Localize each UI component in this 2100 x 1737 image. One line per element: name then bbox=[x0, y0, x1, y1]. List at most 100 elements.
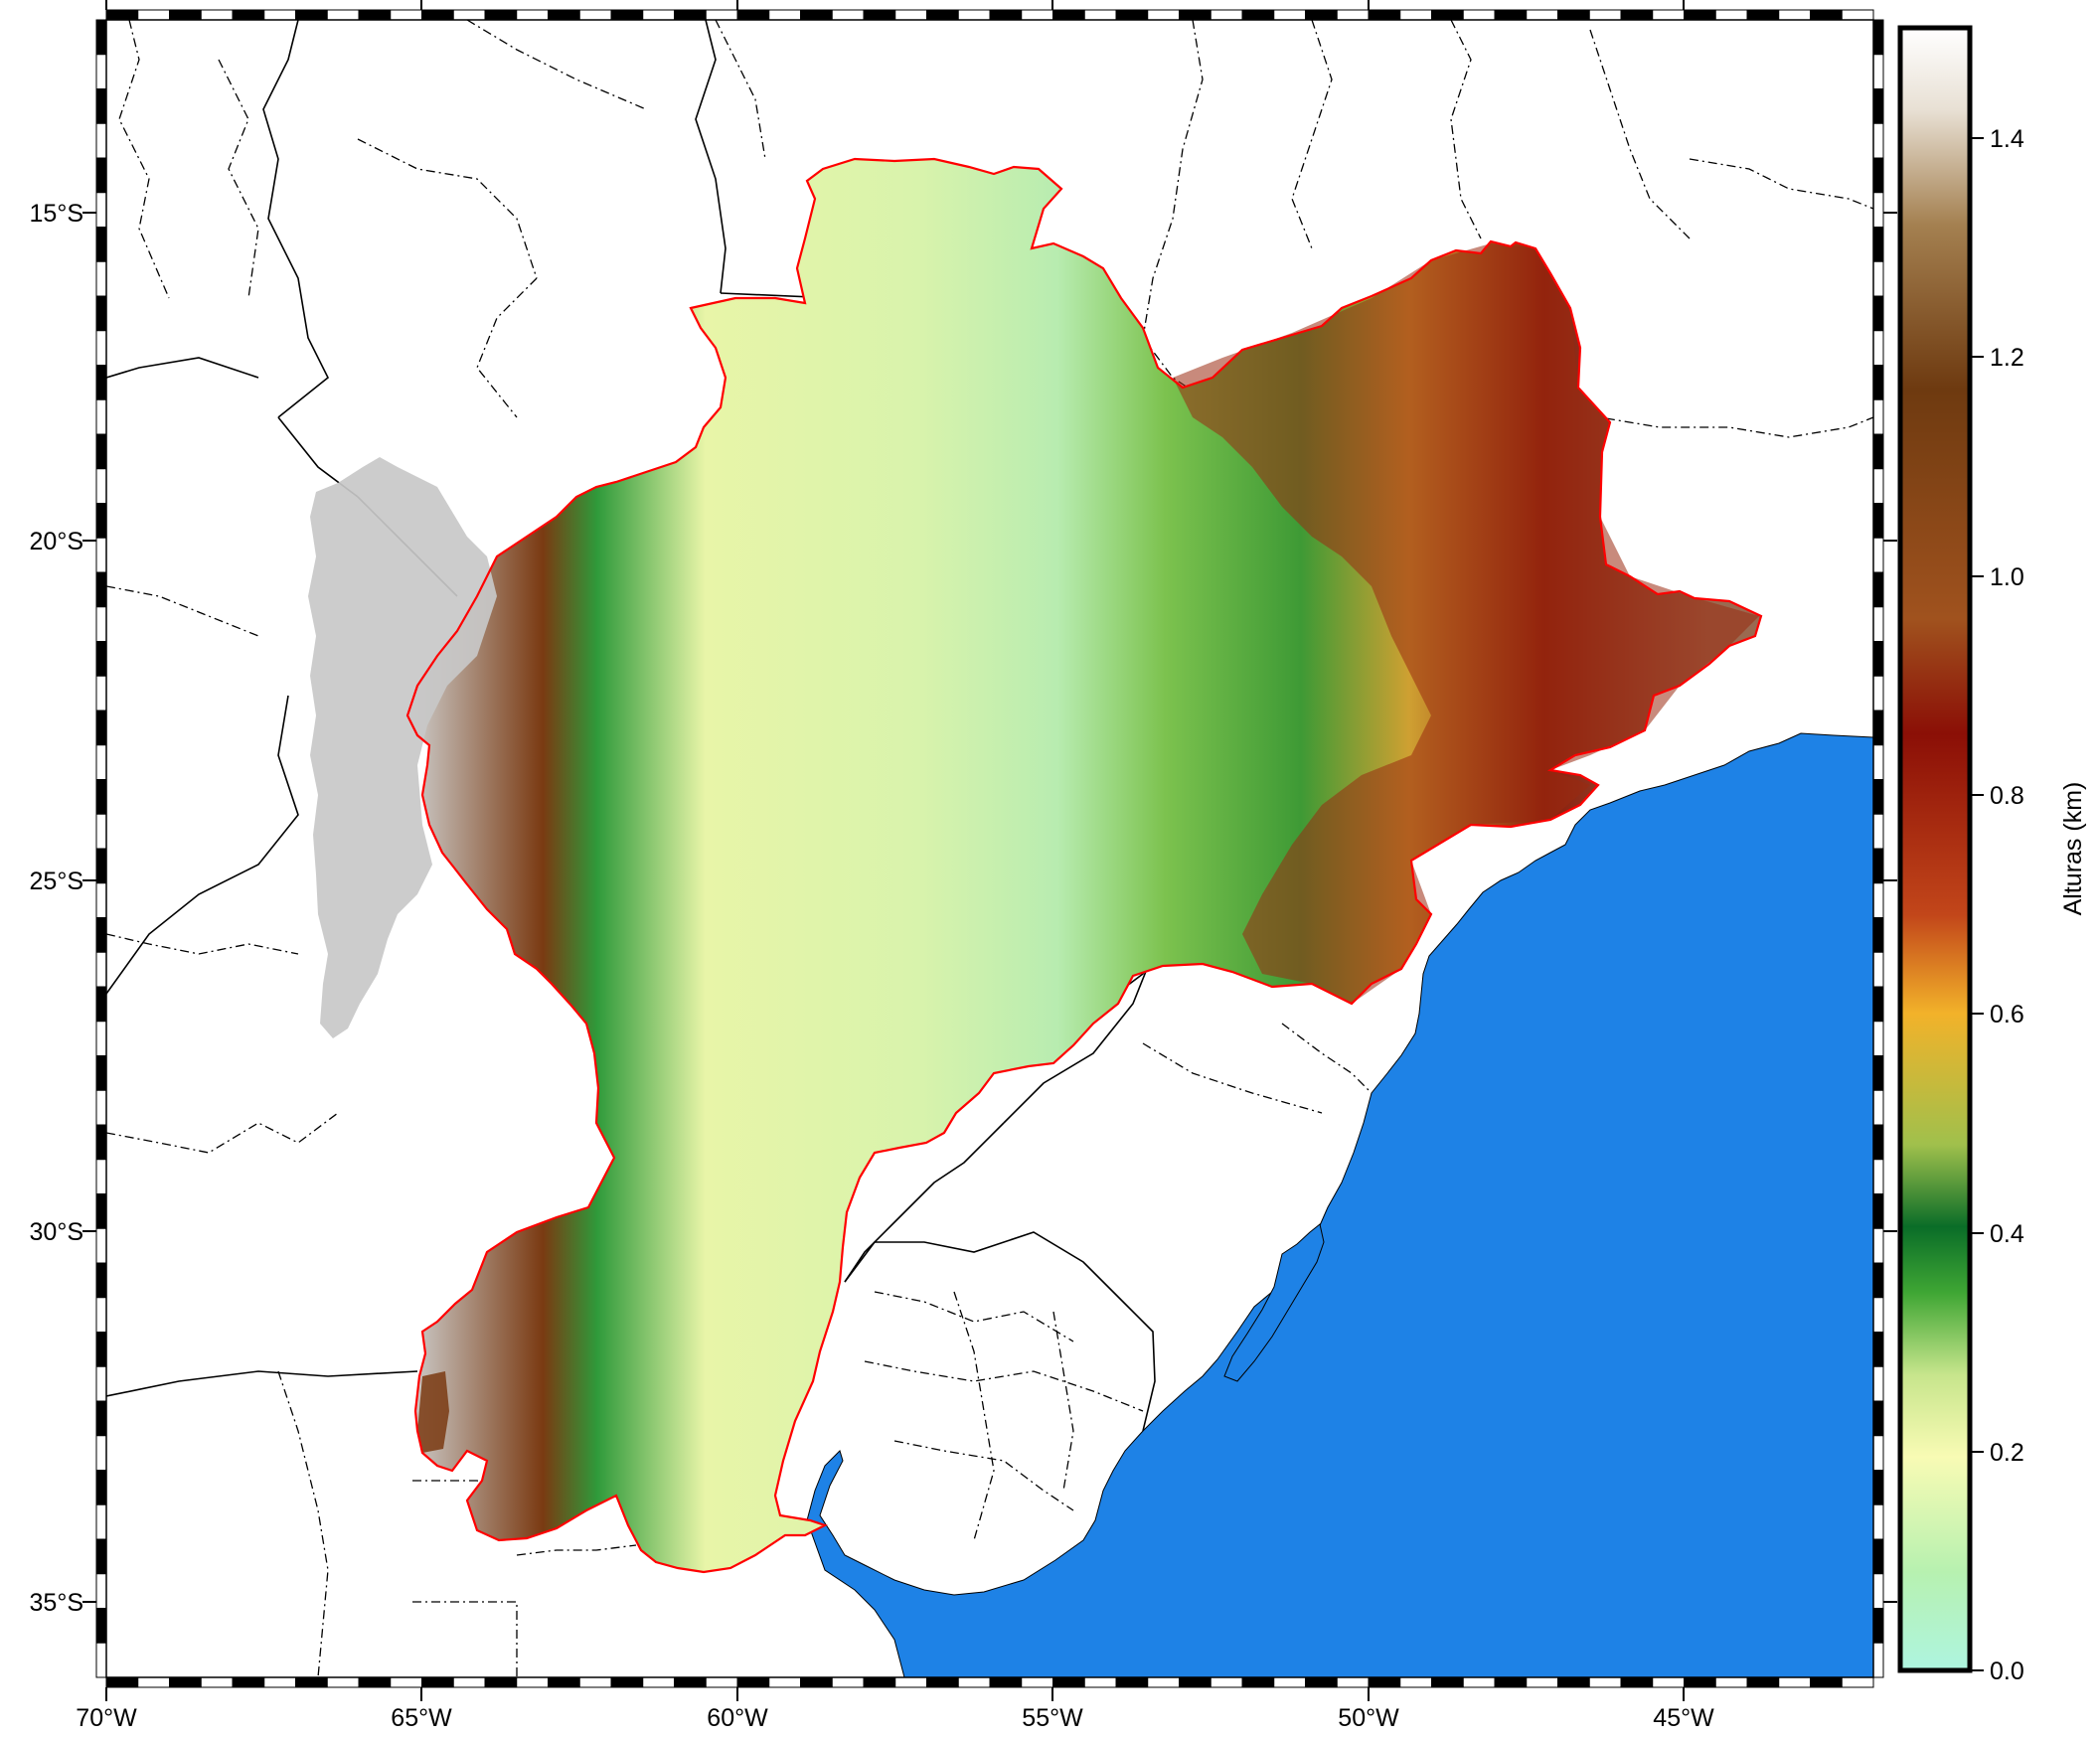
frame-segment bbox=[1872, 433, 1884, 470]
latitude-labels: 15°S 20°S 25°S 30°S 35°S bbox=[30, 200, 83, 1617]
frame-segment bbox=[705, 1676, 738, 1688]
frame-segment bbox=[1115, 1676, 1149, 1688]
frame-segment bbox=[295, 1676, 328, 1688]
frame-segment bbox=[1273, 1676, 1306, 1688]
frame-segment bbox=[957, 1676, 991, 1688]
frame-segment bbox=[674, 9, 707, 21]
frame-segment bbox=[1872, 192, 1884, 228]
frame-segment bbox=[1872, 1400, 1884, 1437]
frame-segment bbox=[421, 1676, 454, 1688]
frame-segment bbox=[95, 54, 107, 89]
frame-segment bbox=[1462, 1676, 1496, 1688]
andes-highlands bbox=[308, 457, 497, 1038]
frame-segment bbox=[1872, 744, 1884, 780]
lon-label-50w: 50°W bbox=[1338, 1704, 1399, 1732]
frame-segment bbox=[1652, 9, 1685, 21]
frame-segment bbox=[95, 1332, 107, 1367]
frame-segment bbox=[1872, 1227, 1884, 1264]
frame-segment bbox=[1872, 1332, 1884, 1367]
frame-segment bbox=[989, 1676, 1023, 1688]
frame-segment bbox=[263, 9, 296, 21]
frame-segment bbox=[1336, 9, 1370, 21]
frame-segment bbox=[1872, 641, 1884, 677]
frame-segment bbox=[137, 9, 170, 21]
frame-segment bbox=[1588, 1676, 1622, 1688]
frame-segment bbox=[1872, 295, 1884, 332]
frame-segment bbox=[1841, 9, 1874, 21]
frame-segment bbox=[1841, 1676, 1874, 1688]
frame-segment bbox=[831, 9, 865, 21]
frame-segment bbox=[1179, 9, 1212, 21]
frame-segment bbox=[1872, 848, 1884, 884]
lon-label-55w: 55°W bbox=[1022, 1704, 1083, 1732]
frame-segment bbox=[1872, 1608, 1884, 1644]
frame-segment bbox=[1494, 9, 1528, 21]
frame-segment bbox=[95, 1400, 107, 1437]
frame-segment bbox=[1179, 1676, 1212, 1688]
frame-segment bbox=[95, 1262, 107, 1299]
frame-segment bbox=[736, 9, 770, 21]
frame-segment bbox=[169, 1676, 202, 1688]
frame-segment bbox=[1872, 675, 1884, 711]
frame-segment bbox=[95, 122, 107, 159]
frame-segment bbox=[1368, 9, 1401, 21]
frame-segment bbox=[326, 1676, 360, 1688]
frame-segment bbox=[95, 1538, 107, 1575]
frame-segment bbox=[705, 9, 738, 21]
frame-segment bbox=[95, 260, 107, 297]
colorbar-tick-1-0: 1.0 bbox=[1990, 563, 2024, 591]
colorbar-gradient bbox=[1897, 25, 1973, 1673]
frame-segment bbox=[1052, 1676, 1085, 1688]
frame-segment bbox=[1872, 19, 1884, 56]
frame-segment bbox=[1431, 1676, 1464, 1688]
frame-segment bbox=[95, 398, 107, 435]
frame-segment bbox=[1778, 1676, 1811, 1688]
frame-segment bbox=[1431, 9, 1464, 21]
colorbar-tick-0-2: 0.2 bbox=[1990, 1439, 2024, 1467]
frame-segment bbox=[95, 571, 107, 608]
frame-segment bbox=[1241, 1676, 1275, 1688]
frame-segment bbox=[1810, 1676, 1843, 1688]
frame-segment bbox=[1620, 9, 1654, 21]
frame-segment bbox=[1872, 88, 1884, 124]
frame-segment bbox=[1872, 1159, 1884, 1194]
frame-segment bbox=[1778, 9, 1811, 21]
frame-segment bbox=[95, 503, 107, 539]
frame-segment bbox=[989, 9, 1023, 21]
frame-segment bbox=[105, 1676, 139, 1688]
frame-segment bbox=[1021, 9, 1053, 21]
lon-label-45w: 45°W bbox=[1653, 1704, 1714, 1732]
frame-segment bbox=[1872, 1642, 1884, 1678]
frame-segment bbox=[516, 9, 549, 21]
frame-segment bbox=[1083, 9, 1117, 21]
frame-segment bbox=[169, 9, 202, 21]
colorbar-tick-0-6: 0.6 bbox=[1990, 1001, 2024, 1028]
frame-segment bbox=[1021, 1676, 1053, 1688]
frame-segment bbox=[421, 9, 454, 21]
frame-segment bbox=[263, 1676, 296, 1688]
frame-segment bbox=[1746, 1676, 1780, 1688]
frame-segment bbox=[484, 9, 518, 21]
frame-segment bbox=[95, 157, 107, 194]
frame-segment bbox=[232, 9, 265, 21]
frame-segment bbox=[95, 779, 107, 815]
frame-segment bbox=[95, 1297, 107, 1333]
frame-segment bbox=[95, 606, 107, 642]
basin-outline bbox=[405, 157, 1763, 1574]
frame-segment bbox=[1872, 260, 1884, 297]
frame-segment bbox=[95, 882, 107, 918]
frame-segment bbox=[800, 9, 833, 21]
frame-segment bbox=[642, 9, 675, 21]
frame-segment bbox=[1588, 9, 1622, 21]
frame-segment bbox=[95, 744, 107, 780]
map-frame bbox=[82, 0, 1897, 1701]
frame-segment bbox=[95, 1435, 107, 1471]
frame-segment bbox=[1399, 1676, 1432, 1688]
frame-segment bbox=[894, 1676, 927, 1688]
frame-segment bbox=[1872, 1089, 1884, 1126]
frame-segment bbox=[1872, 1503, 1884, 1540]
frame-segment bbox=[1872, 122, 1884, 159]
frame-segment bbox=[578, 9, 612, 21]
frame-segment bbox=[1872, 1470, 1884, 1505]
frame-segment bbox=[95, 88, 107, 124]
